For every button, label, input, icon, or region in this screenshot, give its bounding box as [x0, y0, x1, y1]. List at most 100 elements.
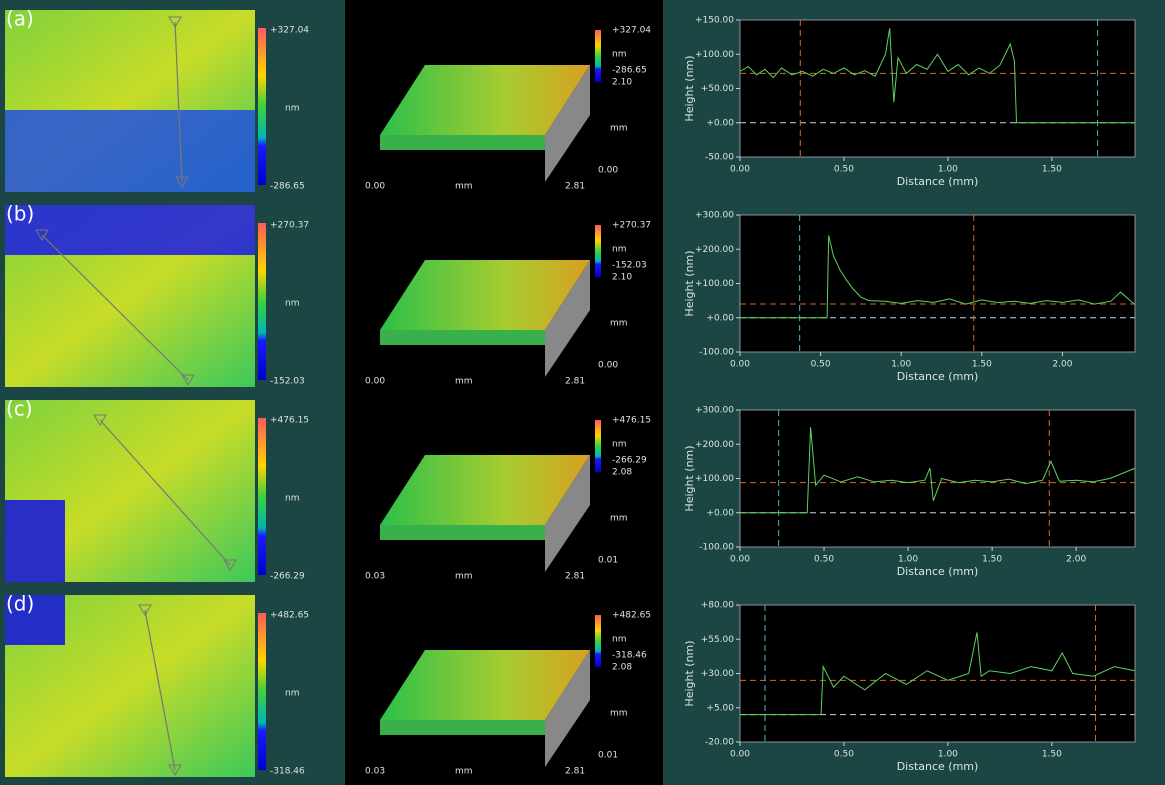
view-min: -152.03 [612, 261, 647, 271]
profile-trace [174, 21, 183, 183]
view-y-min: 0.01 [598, 751, 618, 761]
x-tick-label: 1.50 [1042, 750, 1062, 760]
view-x-unit: mm [455, 377, 473, 387]
x-tick-label: 0.50 [814, 555, 834, 565]
colorbar-max: +327.04 [270, 26, 309, 36]
y-tick-label: +5.00 [706, 703, 734, 713]
view-x-unit: mm [455, 767, 473, 777]
view-y-max: 2.10 [612, 273, 632, 283]
y-tick-label: +200.00 [695, 440, 734, 450]
colorbar-max: +270.37 [270, 221, 309, 231]
panel-label: (b) [6, 202, 34, 226]
view-colorbar [595, 420, 601, 472]
colorbar [258, 613, 266, 770]
surface-front [380, 720, 545, 735]
trace-end [168, 764, 182, 776]
y-axis-label: Height (nm) [683, 250, 696, 316]
view-y-unit: mm [610, 319, 628, 329]
view-x-max: 2.81 [565, 377, 585, 387]
y-tick-label: -50.00 [705, 153, 734, 163]
y-axis-label: Height (nm) [683, 445, 696, 511]
x-tick-label: 0.00 [730, 555, 750, 565]
view-y-min: 0.00 [598, 166, 618, 176]
view-x-min: 0.00 [365, 377, 385, 387]
surface-side [545, 260, 590, 377]
plot-area [739, 604, 1136, 743]
trace-end [175, 176, 189, 188]
x-tick-label: 0.00 [730, 165, 750, 175]
x-tick-label: 1.50 [1042, 165, 1062, 175]
x-axis-label: Distance (mm) [897, 370, 979, 383]
x-tick-label: 0.50 [811, 360, 831, 370]
surface-front [380, 525, 545, 540]
view-max: +327.04 [612, 26, 651, 36]
colorbar [258, 28, 266, 185]
colorbar [258, 223, 266, 380]
y-tick-label: -20.00 [705, 738, 734, 748]
y-tick-label: +0.00 [706, 118, 734, 128]
y-tick-label: +30.00 [701, 669, 735, 679]
colorbar-min: -318.46 [270, 767, 305, 777]
view-y-max: 2.08 [612, 663, 632, 673]
x-tick-label: 0.50 [834, 165, 854, 175]
surface-top [380, 260, 590, 330]
view-colorbar [595, 30, 601, 82]
x-tick-label: 1.00 [938, 750, 958, 760]
y-tick-label: +0.00 [706, 508, 734, 518]
view-y-max: 2.08 [612, 468, 632, 478]
y-tick-label: +0.00 [706, 313, 734, 323]
plot-area [739, 19, 1136, 158]
x-tick-label: 0.00 [730, 750, 750, 760]
y-tick-label: +150.00 [695, 16, 734, 26]
view-y-min: 0.01 [598, 556, 618, 566]
x-axis-label: Distance (mm) [897, 760, 979, 773]
trace-end [35, 229, 49, 241]
profile-line [740, 427, 1136, 514]
map-region [5, 500, 65, 582]
view-x-unit: mm [455, 182, 473, 192]
map-region [5, 595, 65, 645]
surface-front [380, 330, 545, 345]
map-region [5, 110, 255, 192]
view-x-max: 2.81 [565, 182, 585, 192]
y-tick-label: +50.00 [701, 84, 735, 94]
x-tick-label: 1.50 [972, 360, 992, 370]
plot-area [739, 214, 1136, 353]
trace-end [138, 604, 152, 616]
y-axis-label: Height (nm) [683, 55, 696, 121]
x-tick-label: 1.00 [898, 555, 918, 565]
surface-top [380, 65, 590, 135]
colorbar-unit: nm [285, 494, 299, 504]
view-unit: nm [612, 50, 626, 60]
view-colorbar [595, 225, 601, 277]
surface-side [545, 455, 590, 572]
view-max: +476.15 [612, 416, 651, 426]
y-tick-label: +55.00 [701, 635, 735, 645]
colorbar-max: +482.65 [270, 611, 309, 621]
x-tick-label: 0.00 [730, 360, 750, 370]
x-tick-label: 2.00 [1066, 555, 1086, 565]
profile-line [740, 632, 1136, 716]
trace-end [93, 414, 107, 426]
view-max: +270.37 [612, 221, 651, 231]
surface-front [380, 135, 545, 150]
trace-end [181, 374, 195, 386]
surface-side [545, 65, 590, 182]
y-tick-label: +100.00 [695, 474, 734, 484]
view-colorbar [595, 615, 601, 667]
profile-trace [41, 234, 189, 381]
view-unit: nm [612, 635, 626, 645]
colorbar [258, 418, 266, 575]
view-y-unit: mm [610, 124, 628, 134]
colorbar-unit: nm [285, 104, 299, 114]
colorbar-unit: nm [285, 689, 299, 699]
y-axis-label: Height (nm) [683, 640, 696, 706]
y-tick-label: +80.00 [701, 601, 735, 611]
trace-end [168, 16, 182, 28]
panel-label: (d) [6, 592, 34, 616]
y-tick-label: +100.00 [695, 50, 734, 60]
view-x-unit: mm [455, 572, 473, 582]
surface-top [380, 455, 590, 525]
view-y-max: 2.10 [612, 78, 632, 88]
profile-line [740, 235, 1136, 319]
